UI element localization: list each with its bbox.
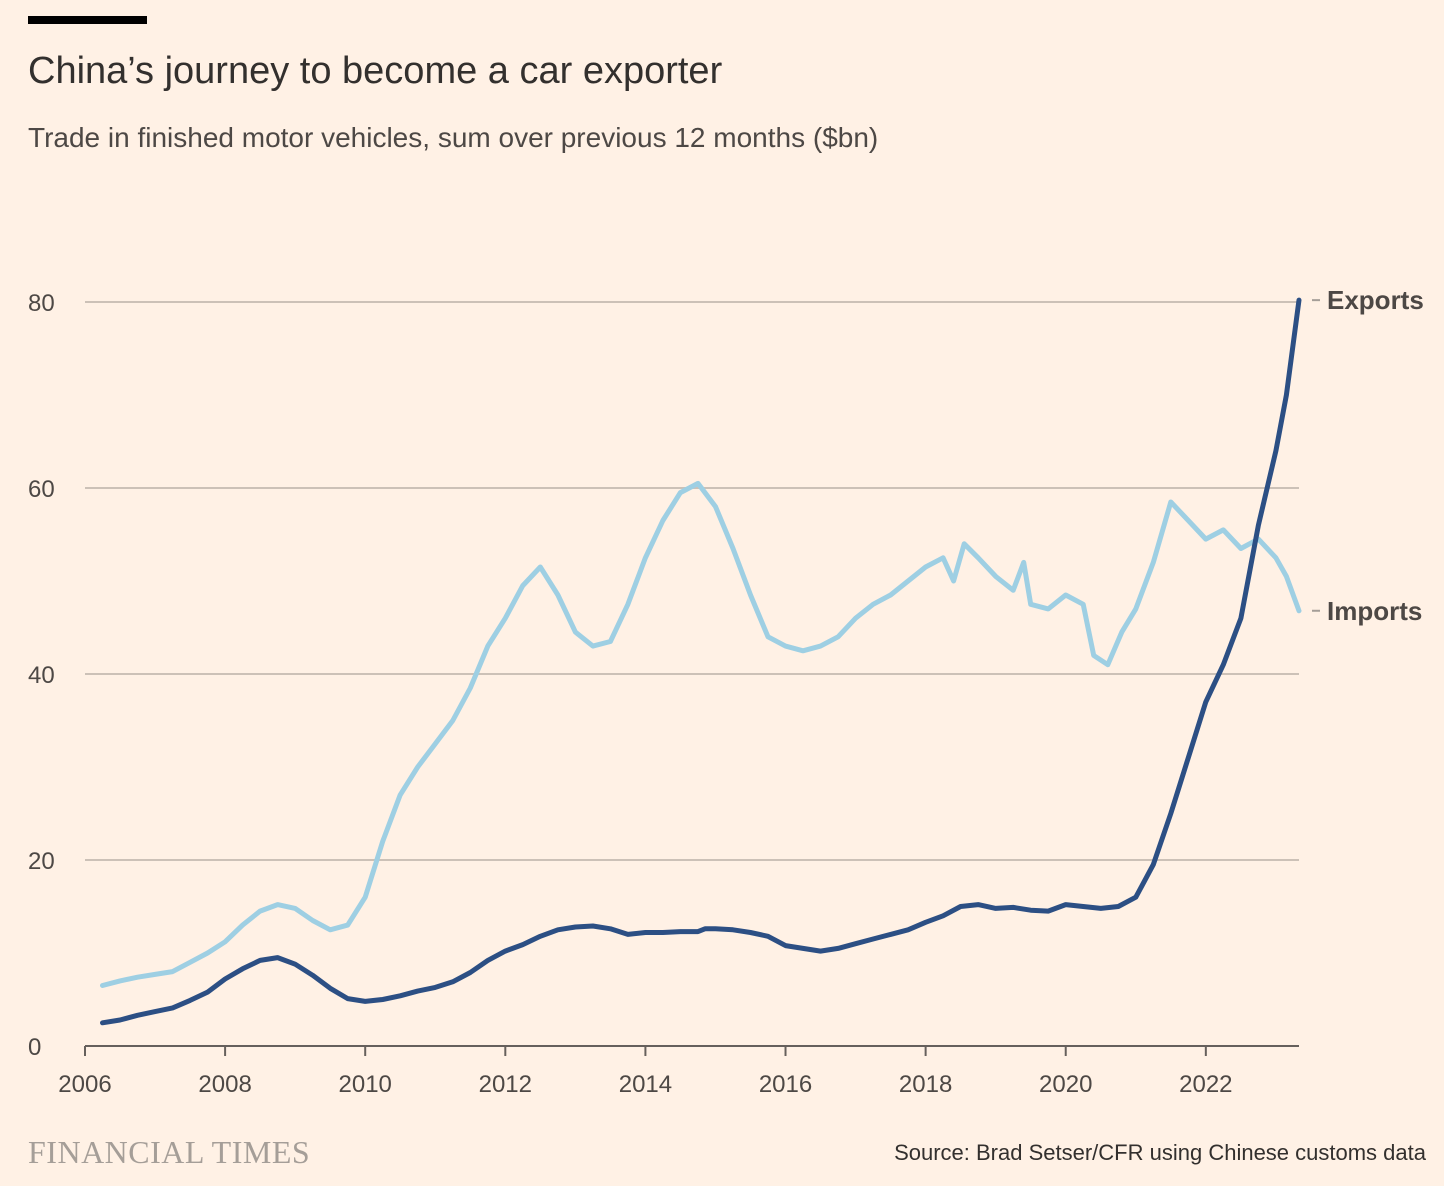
series-lines	[100, 297, 1302, 1026]
series-line-exports	[100, 297, 1302, 1026]
gridlines	[85, 301, 1299, 861]
x-tick-label-2010: 2010	[339, 1071, 392, 1098]
x-tick-label-2020: 2020	[1039, 1071, 1092, 1098]
chart-subtitle: Trade in finished motor vehicles, sum ov…	[28, 122, 879, 153]
series-label-imports: Imports	[1327, 596, 1422, 626]
y-tick-label-80: 80	[28, 290, 55, 317]
x-tick-label-2016: 2016	[759, 1071, 812, 1098]
x-tick-label-2014: 2014	[619, 1071, 672, 1098]
chart-title: China’s journey to become a car exporter	[28, 50, 723, 92]
financial-times-logo: FINANCIAL TIMES	[28, 1134, 311, 1170]
x-tick-label-2018: 2018	[899, 1071, 952, 1098]
x-tick-label-2006: 2006	[58, 1071, 111, 1098]
ft-top-accent-bar	[28, 16, 147, 24]
x-tick-label-2022: 2022	[1179, 1071, 1232, 1098]
series-line-imports	[100, 480, 1302, 988]
source-note: Source: Brad Setser/CFR using Chinese cu…	[894, 1140, 1426, 1165]
series-label-exports: Exports	[1327, 285, 1424, 315]
x-tick-label-2008: 2008	[198, 1071, 251, 1098]
y-tick-label-60: 60	[28, 476, 55, 503]
y-tick-label-40: 40	[28, 662, 55, 689]
x-tick-label-2012: 2012	[479, 1071, 532, 1098]
y-tick-label-0: 0	[28, 1034, 41, 1061]
series-labels: Imports Exports	[1312, 285, 1424, 626]
axes: 0 20 40 60 80 2006 2008 2010 2012 2014 2016 2018 202…	[28, 290, 1299, 1098]
y-tick-label-20: 20	[28, 848, 55, 875]
